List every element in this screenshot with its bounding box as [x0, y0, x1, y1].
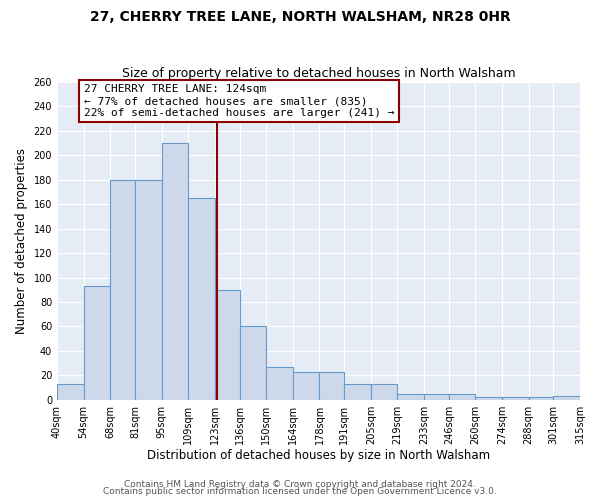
Text: 27 CHERRY TREE LANE: 124sqm
← 77% of detached houses are smaller (835)
22% of se: 27 CHERRY TREE LANE: 124sqm ← 77% of det…: [83, 84, 394, 117]
Bar: [83, 286, 110, 400]
X-axis label: Distribution of detached houses by size in North Walsham: Distribution of detached houses by size …: [147, 450, 490, 462]
Bar: [371, 384, 397, 400]
Bar: [135, 180, 161, 400]
Bar: [475, 398, 502, 400]
Y-axis label: Number of detached properties: Number of detached properties: [15, 148, 28, 334]
Text: Contains HM Land Registry data © Crown copyright and database right 2024.: Contains HM Land Registry data © Crown c…: [124, 480, 476, 489]
Bar: [449, 394, 475, 400]
Bar: [424, 394, 449, 400]
Bar: [344, 384, 371, 400]
Bar: [266, 366, 293, 400]
Bar: [293, 372, 319, 400]
Text: Contains public sector information licensed under the Open Government Licence v3: Contains public sector information licen…: [103, 487, 497, 496]
Bar: [188, 198, 215, 400]
Bar: [110, 180, 135, 400]
Bar: [239, 326, 266, 400]
Bar: [215, 290, 239, 400]
Bar: [57, 384, 83, 400]
Text: 27, CHERRY TREE LANE, NORTH WALSHAM, NR28 0HR: 27, CHERRY TREE LANE, NORTH WALSHAM, NR2…: [89, 10, 511, 24]
Bar: [161, 143, 188, 400]
Bar: [319, 372, 344, 400]
Title: Size of property relative to detached houses in North Walsham: Size of property relative to detached ho…: [122, 66, 515, 80]
Bar: [529, 398, 553, 400]
Bar: [502, 398, 529, 400]
Bar: [397, 394, 424, 400]
Bar: [553, 396, 580, 400]
